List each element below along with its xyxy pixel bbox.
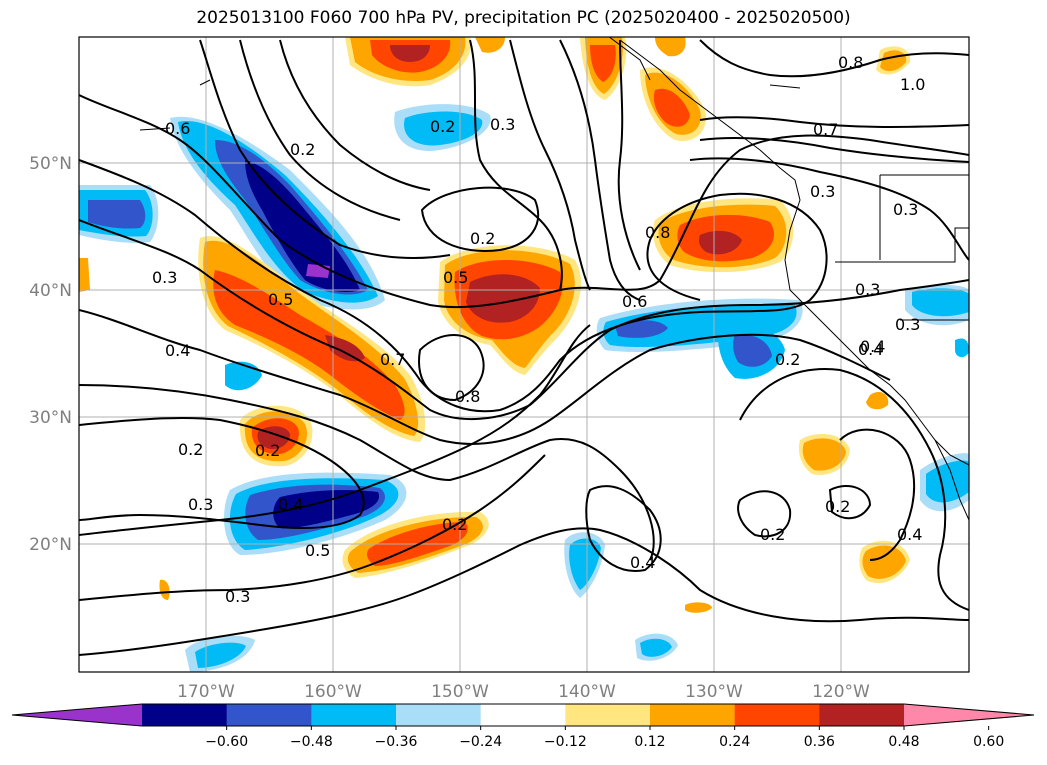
contour-label: 0.2 <box>470 229 495 248</box>
lon-label: 120°W <box>812 682 870 702</box>
plot-title: 2025013100 F060 700 hPa PV, precipitatio… <box>196 8 851 28</box>
colorbar-segment <box>650 704 736 726</box>
colorbar-tick-label: 0.48 <box>888 734 919 750</box>
colorbar-segment <box>142 704 228 726</box>
lat-label: 50°N <box>29 154 72 174</box>
contour-label: 0.3 <box>490 115 515 134</box>
contour-label: 0.5 <box>443 268 468 287</box>
contour-label: 0.4 <box>278 495 303 514</box>
contour-label: 0.3 <box>855 280 880 299</box>
colorbar: −0.60 −0.48 −0.36 −0.24 −0.12 0.12 0.24 0.36 0.4… <box>11 703 1035 750</box>
colorbar-segment <box>819 704 905 726</box>
lon-label: 130°W <box>685 682 743 702</box>
contour-label: 0.8 <box>455 387 480 406</box>
colorbar-segment <box>226 704 312 726</box>
lat-label: 30°N <box>29 408 72 428</box>
lon-label: 160°W <box>304 682 362 702</box>
contour-label: 0.8 <box>838 53 863 72</box>
contour-label: 0.2 <box>178 440 203 459</box>
colorbar-tick-label: −0.48 <box>290 734 333 750</box>
contour-labels: 0.6 0.2 0.2 0.3 0.8 0.7 0.3 0.3 0.2 0.8 … <box>152 53 925 606</box>
colorbar-segment <box>396 704 482 726</box>
contour-label: 0.2 <box>760 525 785 544</box>
negative-precip-shading <box>79 104 969 672</box>
contour-label: 0.3 <box>188 495 213 514</box>
contour-label: 0.2 <box>825 497 850 516</box>
contour-label: 0.3 <box>810 182 835 201</box>
colorbar-tick-label: 0.12 <box>634 734 665 750</box>
colorbar-tick-label: −0.60 <box>205 734 248 750</box>
lon-label: 140°W <box>558 682 616 702</box>
pv-contours <box>79 39 969 656</box>
contour-label: 0.4 <box>630 553 655 572</box>
colorbar-extension-min <box>12 704 142 726</box>
contour-label: 0.3 <box>893 200 918 219</box>
lon-label: 150°W <box>431 682 489 702</box>
contour-label: 0.3 <box>152 268 177 287</box>
contour-label: 0.7 <box>813 120 838 139</box>
contour-label: 0.6 <box>165 119 190 138</box>
contour-label: 0.2 <box>775 350 800 369</box>
colorbar-segment <box>311 704 397 726</box>
lat-label: 20°N <box>29 535 72 555</box>
contour-label: 1.0 <box>900 75 925 94</box>
contour-label: 0.4 <box>860 337 885 356</box>
contour-label: 0.4 <box>165 341 190 360</box>
colorbar-tick-label: −0.12 <box>544 734 587 750</box>
colorbar-extension-max <box>904 704 1034 726</box>
contour-label: 0.2 <box>442 515 467 534</box>
contour-label: 0.2 <box>290 140 315 159</box>
coastlines <box>139 37 969 521</box>
colorbar-outline <box>11 703 1035 727</box>
contour-label: 0.3 <box>895 315 920 334</box>
contour-label: 0.5 <box>305 541 330 560</box>
contour-label: 0.2 <box>430 117 455 136</box>
contour-label: 0.5 <box>268 290 293 309</box>
contour-label: 0.6 <box>622 292 647 311</box>
lat-label: 40°N <box>29 281 72 301</box>
longitude-labels: 170°W 160°W 150°W 140°W 130°W 120°W <box>177 682 870 702</box>
colorbar-tick-label: 0.60 <box>973 734 1004 750</box>
colorbar-tick-label: −0.24 <box>459 734 502 750</box>
contour-label: 0.4 <box>858 340 883 359</box>
latitude-labels: 50°N 40°N 30°N 20°N <box>29 154 72 555</box>
colorbar-segment <box>734 704 820 726</box>
colorbar-segment <box>565 704 651 726</box>
gridlines <box>79 37 969 672</box>
map-area: 0.6 0.2 0.2 0.3 0.8 0.7 0.3 0.3 0.2 0.8 … <box>79 37 969 672</box>
colorbar-tick-label: 0.24 <box>719 734 750 750</box>
contour-label: 0.3 <box>225 587 250 606</box>
lon-label: 170°W <box>177 682 235 702</box>
contour-label: 0.2 <box>255 441 280 460</box>
contour-label: 0.4 <box>897 525 922 544</box>
contour-label: 0.7 <box>380 350 405 369</box>
colorbar-segment <box>480 704 566 726</box>
map-frame <box>78 36 970 673</box>
colorbar-tick-label: −0.36 <box>375 734 418 750</box>
contour-label: 0.8 <box>645 223 670 242</box>
colorbar-tick-label: 0.36 <box>804 734 835 750</box>
